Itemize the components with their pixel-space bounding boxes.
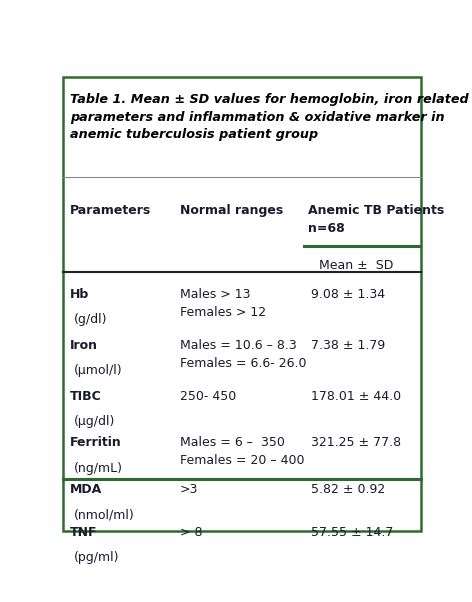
Text: TIBC: TIBC — [70, 389, 102, 403]
Text: 5.82 ± 0.92: 5.82 ± 0.92 — [312, 483, 386, 497]
Text: 7.38 ± 1.79: 7.38 ± 1.79 — [312, 339, 386, 352]
Text: Hb: Hb — [70, 288, 89, 301]
Text: 9.08 ± 1.34: 9.08 ± 1.34 — [312, 288, 386, 301]
Text: (g/dl): (g/dl) — [74, 313, 107, 326]
Text: Normal ranges: Normal ranges — [180, 204, 283, 217]
Text: Anemic TB Patients
n=68: Anemic TB Patients n=68 — [308, 204, 444, 235]
Text: Males = 10.6 – 8.3
Females = 6.6- 26.0: Males = 10.6 – 8.3 Females = 6.6- 26.0 — [180, 339, 306, 370]
Text: Parameters: Parameters — [70, 204, 151, 217]
Text: 178.01 ± 44.0: 178.01 ± 44.0 — [312, 389, 402, 403]
Text: (μmol/l): (μmol/l) — [74, 364, 122, 377]
Text: 57.55 ± 14.7: 57.55 ± 14.7 — [312, 526, 394, 539]
Text: MDA: MDA — [70, 483, 102, 497]
Text: Ferritin: Ferritin — [70, 436, 122, 449]
Text: (μg/dl): (μg/dl) — [74, 415, 115, 428]
Text: 250- 450: 250- 450 — [180, 389, 236, 403]
Text: >3: >3 — [180, 483, 198, 497]
Text: Table 1. Mean ± SD values for hemoglobin, iron related
parameters and inflammati: Table 1. Mean ± SD values for hemoglobin… — [70, 93, 469, 141]
Text: (nmol/ml): (nmol/ml) — [74, 509, 135, 522]
Text: TNF: TNF — [70, 526, 98, 539]
Text: 321.25 ± 77.8: 321.25 ± 77.8 — [312, 436, 402, 449]
Text: Mean ±  SD: Mean ± SD — [319, 259, 393, 272]
Text: (ng/mL): (ng/mL) — [74, 462, 123, 474]
Text: > 8: > 8 — [180, 526, 202, 539]
Text: Males = 6 –  350
Females = 20 – 400: Males = 6 – 350 Females = 20 – 400 — [180, 436, 304, 467]
Text: (pg/ml): (pg/ml) — [74, 551, 119, 564]
FancyBboxPatch shape — [63, 77, 421, 531]
Text: Males > 13
Females > 12: Males > 13 Females > 12 — [180, 288, 266, 319]
Text: Iron: Iron — [70, 339, 98, 352]
